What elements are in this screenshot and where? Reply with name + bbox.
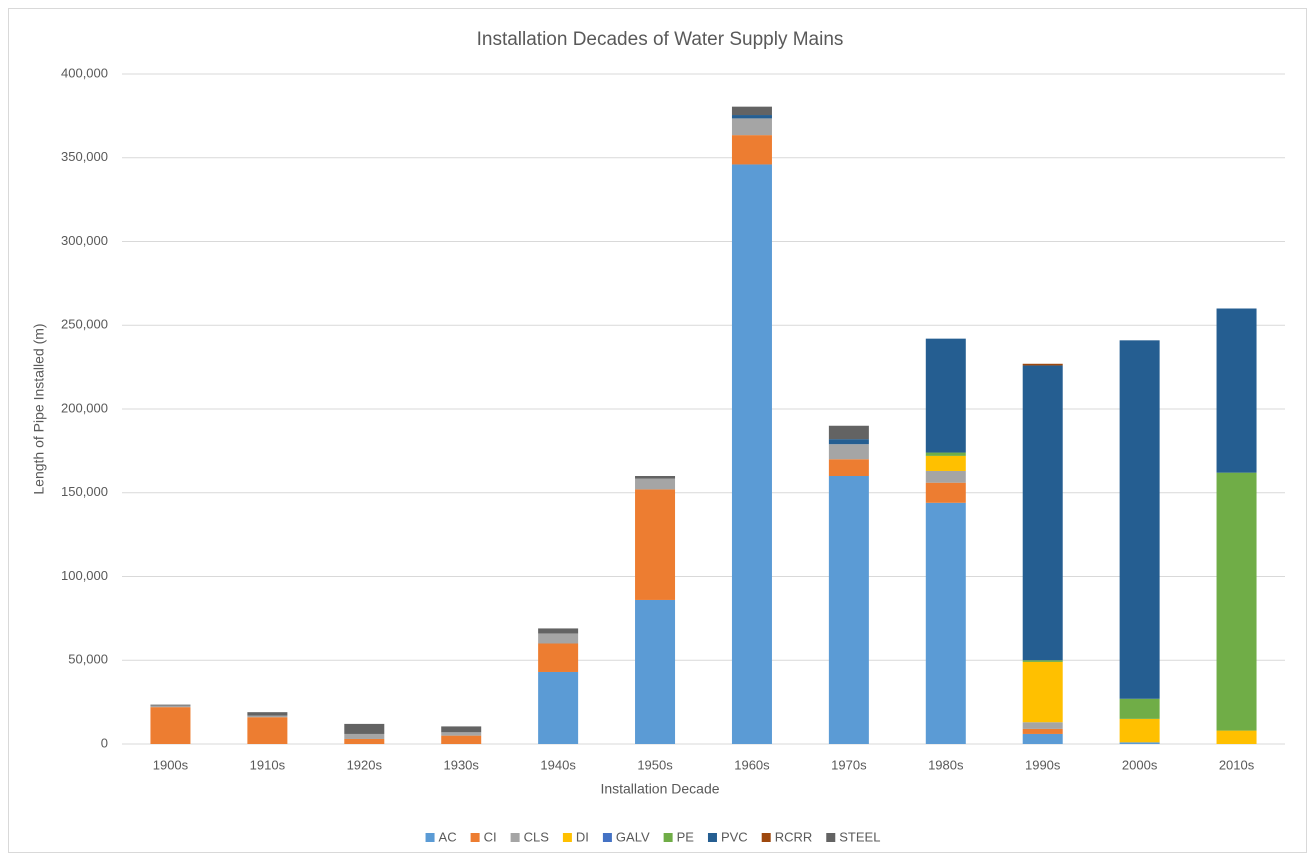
bar-segment: [441, 732, 482, 736]
bar-segment: [247, 717, 288, 744]
x-tick-label: 1930s: [443, 757, 479, 772]
bar-segment: [344, 733, 385, 739]
bar-segment: [1022, 365, 1063, 661]
legend-label: PVC: [721, 829, 748, 844]
x-tick-label: 1910s: [250, 757, 286, 772]
bar-segment: [925, 455, 966, 471]
bar-segment: [1022, 728, 1063, 734]
bar-segment: [1022, 733, 1063, 744]
legend-swatch: [510, 833, 520, 842]
bar-segment: [828, 425, 869, 440]
x-tick-label: 1900s: [153, 757, 189, 772]
legend-label: RCRR: [775, 829, 813, 844]
legend-swatch: [602, 833, 612, 842]
legend-label: PE: [677, 829, 695, 844]
x-tick-label: 1980s: [928, 757, 964, 772]
x-tick-label: 1950s: [637, 757, 673, 772]
y-tick-label: 350,000: [61, 149, 108, 164]
bar-segment: [344, 723, 385, 734]
legend-swatch: [562, 833, 572, 842]
bar-segment: [247, 712, 288, 716]
bar-segment: [635, 478, 676, 490]
x-tick-label: 1940s: [540, 757, 576, 772]
y-tick-label: 150,000: [61, 484, 108, 499]
y-tick-label: 0: [101, 735, 108, 750]
legend-label: DI: [576, 829, 589, 844]
bar-segment: [925, 470, 966, 483]
bar-segment: [828, 476, 869, 744]
chart-title: Installation Decades of Water Supply Mai…: [477, 29, 844, 50]
bar-segment: [1119, 742, 1160, 744]
y-tick-label: 400,000: [61, 65, 108, 80]
bar-segment: [1119, 698, 1160, 719]
bar-segment: [1022, 660, 1063, 662]
bar-segment: [731, 135, 772, 165]
bar-segment: [441, 735, 482, 744]
bar-segment: [925, 482, 966, 503]
y-tick-label: 100,000: [61, 568, 108, 583]
x-axis-title: Installation Decade: [600, 781, 719, 797]
bar-segment: [1119, 718, 1160, 743]
bar-segment: [1022, 661, 1063, 723]
bar-segment: [925, 338, 966, 453]
bar-segment: [538, 643, 579, 672]
legend-label: CI: [484, 829, 497, 844]
bar-segment: [731, 118, 772, 136]
bar-segment: [538, 671, 579, 744]
bar-segment: [635, 599, 676, 744]
legend-label: AC: [439, 829, 457, 844]
x-tick-label: 1990s: [1025, 757, 1061, 772]
y-axis-title: Length of Pipe Installed (m): [31, 323, 47, 494]
x-tick-label: 1970s: [831, 757, 867, 772]
y-tick-label: 300,000: [61, 233, 108, 248]
x-tick-label: 2010s: [1219, 757, 1255, 772]
legend-label: STEEL: [839, 829, 880, 844]
bar-segment: [635, 489, 676, 600]
bar-segment: [731, 106, 772, 116]
bar-segment: [731, 115, 772, 119]
legend-label: GALV: [616, 829, 650, 844]
legend-swatch: [425, 833, 435, 842]
bar-segment: [828, 459, 869, 476]
legend-swatch: [663, 833, 673, 842]
bar-segment: [1119, 340, 1160, 699]
bar-segment: [247, 715, 288, 718]
bar-segment: [538, 628, 579, 634]
y-tick-label: 50,000: [68, 652, 108, 667]
legend-swatch: [707, 833, 717, 842]
bar-segment: [1216, 308, 1257, 473]
y-tick-label: 250,000: [61, 317, 108, 332]
bar-segment: [828, 439, 869, 445]
legend-swatch: [470, 833, 480, 842]
x-tick-label: 1920s: [347, 757, 383, 772]
bar-segment: [150, 704, 191, 706]
bar-segment: [1216, 730, 1257, 744]
bar-segment: [150, 707, 191, 744]
bar-segment: [150, 705, 191, 708]
bar-segment: [1022, 722, 1063, 729]
y-tick-label: 200,000: [61, 400, 108, 415]
bar-segment: [925, 502, 966, 744]
bar-segment: [1022, 363, 1063, 366]
bar-segment: [1216, 472, 1257, 731]
bar-segment: [925, 452, 966, 456]
legend-swatch: [826, 833, 836, 842]
bar-segment: [731, 164, 772, 744]
bar-segment: [344, 738, 385, 744]
legend-label: CLS: [524, 829, 550, 844]
x-tick-label: 1960s: [734, 757, 770, 772]
bar-segment: [828, 444, 869, 460]
legend-swatch: [761, 833, 771, 842]
bar-segment: [538, 633, 579, 644]
bar-segment: [635, 476, 676, 479]
bar-segment: [441, 726, 482, 733]
x-tick-label: 2000s: [1122, 757, 1158, 772]
